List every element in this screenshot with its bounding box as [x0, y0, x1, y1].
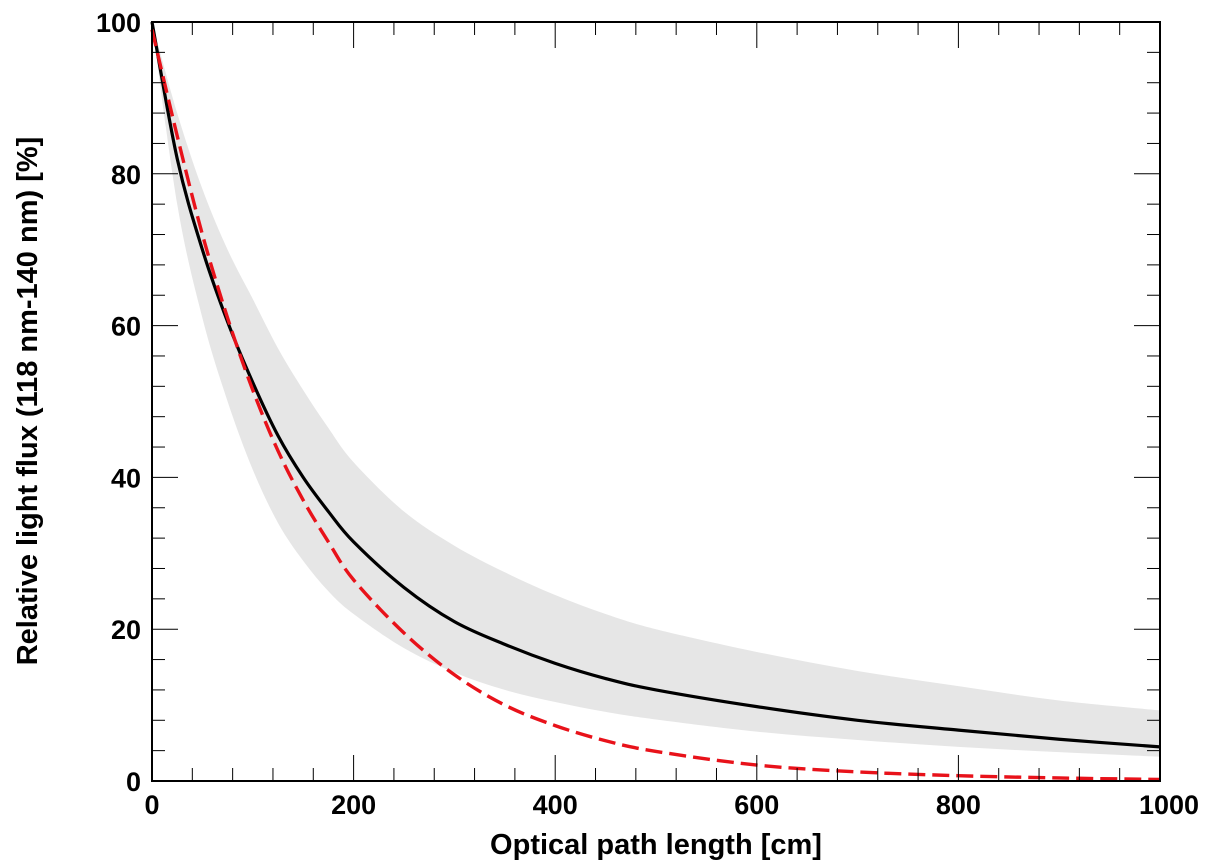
y-axis-title: Relative light flux (118 nm-140 nm) [%] [12, 137, 44, 666]
x-tick-label: 0 [144, 790, 159, 820]
x-tick-label: 400 [533, 790, 578, 820]
axes-layer [151, 21, 1161, 782]
y-tick-label: 0 [126, 767, 141, 797]
y-tick-label: 40 [111, 463, 141, 493]
y-tick-label: 60 [111, 312, 141, 342]
x-tick-label: 800 [936, 790, 981, 820]
y-tick-label: 80 [111, 160, 141, 190]
tick-labels-layer: 0 200 400 600 800 1000 0 20 40 60 80 100 [96, 8, 1199, 820]
x-tick-label: 1000 [1139, 790, 1199, 820]
x-tick-label: 200 [331, 790, 376, 820]
y-tick-label: 20 [111, 615, 141, 645]
x-tick-label: 600 [734, 790, 779, 820]
uncertainty-band-layer [152, 22, 1160, 757]
x-axis-title: Optical path length [cm] [490, 829, 822, 861]
plot-frame [151, 21, 1161, 782]
uncertainty-band [152, 22, 1160, 757]
series-layer [150, 21, 1161, 782]
y-tick-label: 100 [96, 8, 141, 38]
series-line-dashed [150, 29, 1161, 782]
